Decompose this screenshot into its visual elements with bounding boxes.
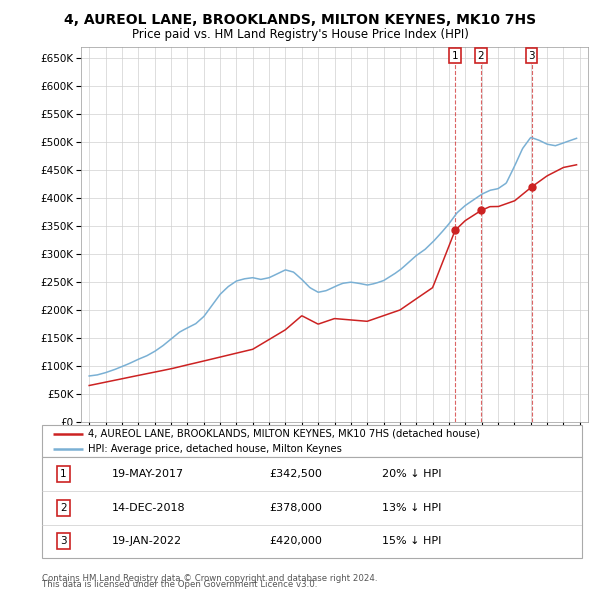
Text: 2: 2 — [60, 503, 67, 513]
Text: 4, AUREOL LANE, BROOKLANDS, MILTON KEYNES, MK10 7HS (detached house): 4, AUREOL LANE, BROOKLANDS, MILTON KEYNE… — [88, 429, 480, 439]
Text: Price paid vs. HM Land Registry's House Price Index (HPI): Price paid vs. HM Land Registry's House … — [131, 28, 469, 41]
Text: 3: 3 — [60, 536, 67, 546]
FancyBboxPatch shape — [42, 425, 582, 457]
Text: 13% ↓ HPI: 13% ↓ HPI — [382, 503, 442, 513]
Text: £378,000: £378,000 — [269, 503, 322, 513]
Text: 4, AUREOL LANE, BROOKLANDS, MILTON KEYNES, MK10 7HS: 4, AUREOL LANE, BROOKLANDS, MILTON KEYNE… — [64, 13, 536, 27]
Text: 20% ↓ HPI: 20% ↓ HPI — [382, 469, 442, 479]
Text: 19-JAN-2022: 19-JAN-2022 — [112, 536, 182, 546]
Text: 14-DEC-2018: 14-DEC-2018 — [112, 503, 186, 513]
Text: This data is licensed under the Open Government Licence v3.0.: This data is licensed under the Open Gov… — [42, 581, 317, 589]
Text: 1: 1 — [60, 469, 67, 479]
Text: 15% ↓ HPI: 15% ↓ HPI — [382, 536, 442, 546]
Text: 19-MAY-2017: 19-MAY-2017 — [112, 469, 184, 479]
Text: £420,000: £420,000 — [269, 536, 322, 546]
Text: 2: 2 — [478, 51, 484, 61]
Text: £342,500: £342,500 — [269, 469, 322, 479]
Text: Contains HM Land Registry data © Crown copyright and database right 2024.: Contains HM Land Registry data © Crown c… — [42, 574, 377, 583]
FancyBboxPatch shape — [42, 457, 582, 558]
Text: HPI: Average price, detached house, Milton Keynes: HPI: Average price, detached house, Milt… — [88, 444, 342, 454]
Text: 1: 1 — [452, 51, 458, 61]
Text: 3: 3 — [528, 51, 535, 61]
